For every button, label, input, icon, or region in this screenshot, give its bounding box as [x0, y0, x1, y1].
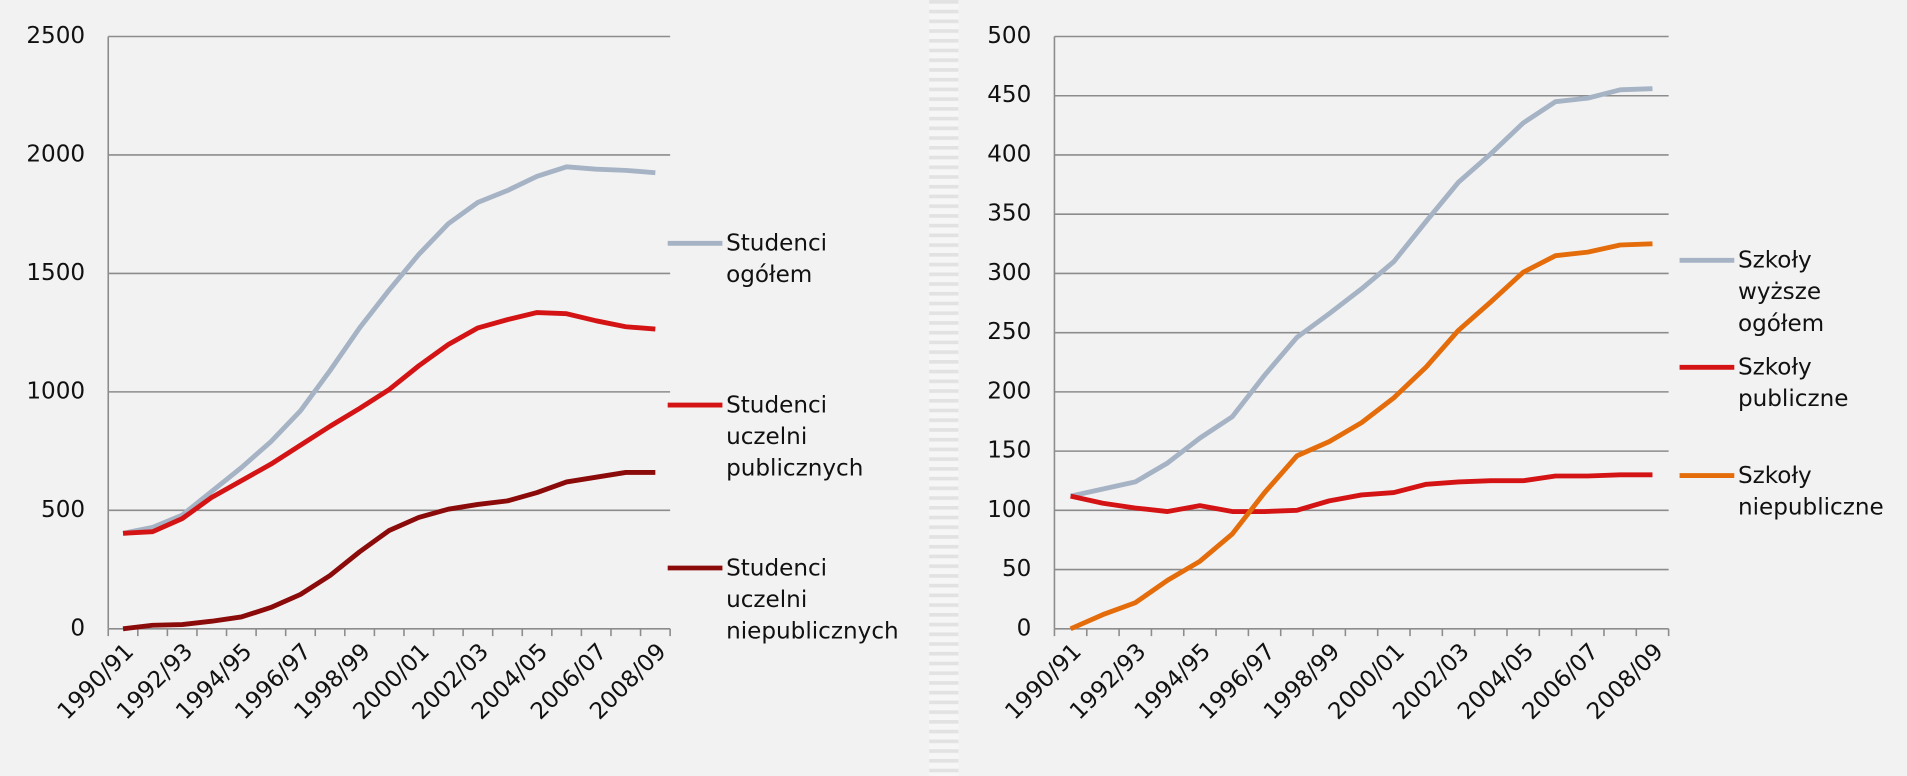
data-line: [1070, 86, 1653, 499]
legend-item: Szkoły wyższe ogółem: [1737, 246, 1825, 337]
legend-label: Studenci uczelni publicznych: [726, 391, 864, 482]
data-line: [122, 310, 656, 536]
y-tick-label: 400: [987, 141, 1031, 167]
data-line: [1069, 241, 1653, 632]
y-tick-label: 1500: [26, 260, 85, 286]
legend-label: Szkoły publiczne: [1737, 353, 1849, 413]
y-tick-label: 300: [987, 260, 1031, 286]
separator: [929, 0, 959, 776]
y-tick-label: 450: [987, 82, 1031, 108]
legend-item: Studenci uczelni publicznych: [726, 391, 864, 482]
y-tick-label: 0: [1017, 615, 1032, 641]
y-tick-label: 150: [987, 438, 1031, 464]
legend-label: Studenci ogółem: [726, 229, 828, 289]
y-tick-label: 100: [987, 497, 1031, 523]
legend-label: Szkoły wyższe ogółem: [1737, 246, 1825, 337]
legend-item: Studenci uczelni niepublicznych: [726, 554, 899, 645]
y-tick-label: 500: [41, 497, 85, 523]
data-line: [122, 164, 656, 536]
legend-item: Studenci ogółem: [726, 229, 828, 289]
y-tick-label: 200: [987, 378, 1031, 404]
data-line: [1070, 472, 1653, 514]
y-tick-label: 1000: [26, 378, 85, 404]
y-tick-label: 350: [987, 201, 1031, 227]
data-line: [122, 470, 656, 632]
y-tick-label: 2500: [26, 23, 85, 49]
legend-label: Studenci uczelni niepublicznych: [726, 554, 899, 645]
y-tick-label: 500: [987, 23, 1031, 49]
y-tick-label: 0: [70, 615, 85, 641]
y-tick-label: 250: [987, 319, 1031, 345]
y-tick-label: 2000: [26, 141, 85, 167]
legend-item: Szkoły publiczne: [1737, 353, 1849, 413]
y-tick-label: 50: [1002, 556, 1031, 582]
legend-item: Szkoły niepubliczne: [1737, 462, 1884, 521]
legend-label: Szkoły niepubliczne: [1737, 462, 1884, 521]
